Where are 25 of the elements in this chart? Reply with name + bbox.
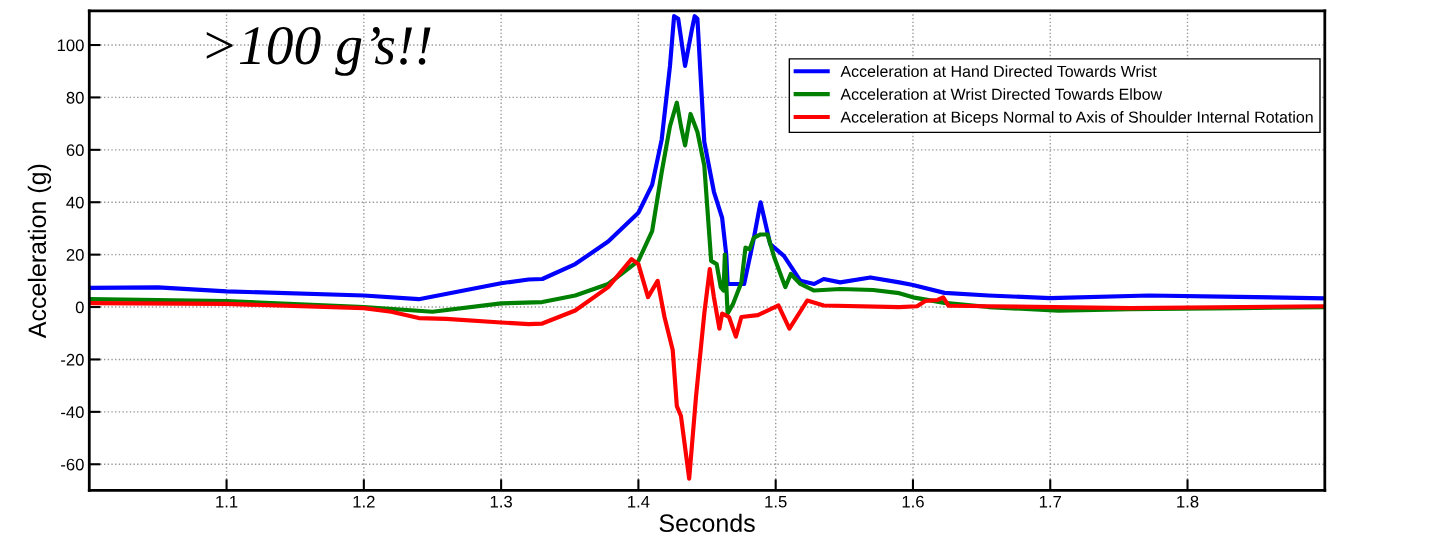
x-tick-label: 1.4 [628, 495, 650, 508]
line-series [89, 257, 1325, 481]
y-tick-label: 100 [57, 39, 84, 52]
x-tick-label: 1.6 [902, 495, 924, 508]
x-tick-label: 1.7 [1039, 495, 1061, 508]
y-tick-label: 60 [66, 144, 84, 157]
legend-label: Acceleration at Wrist Directed Towards Elbow [840, 88, 1163, 100]
y-tick-label: 40 [66, 196, 84, 209]
y-tick-label: 20 [66, 249, 84, 261]
x-axis-title: Seconds [659, 513, 755, 532]
x-tick-label: 1.3 [490, 495, 512, 508]
x-tick-label: 1.8 [1177, 495, 1199, 508]
legend-label: Acceleration at Biceps Normal to Axis of Shoulder Internal Rotation [840, 111, 1313, 126]
y-tick-label: -60 [61, 458, 84, 471]
y-axis-title: Acceleration (g) [27, 164, 52, 339]
y-tick-label: 0 [75, 301, 84, 314]
x-tick-label: 1.2 [353, 495, 375, 508]
x-tick-label: 1.1 [216, 495, 238, 508]
annotation: >100 g’s!! [206, 26, 431, 76]
y-tick-label: -20 [61, 353, 84, 366]
legend-label: Acceleration at Hand Directed Towards Wrist [840, 65, 1157, 78]
x-tick-label: 1.5 [765, 495, 787, 508]
line-series [89, 14, 1325, 302]
y-tick-label: 80 [66, 91, 84, 104]
y-tick-label: -40 [61, 406, 84, 419]
